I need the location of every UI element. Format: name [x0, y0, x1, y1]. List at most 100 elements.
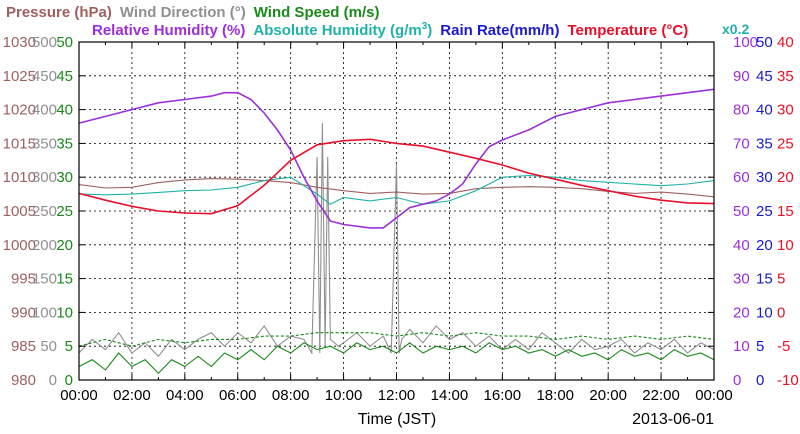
y-tick-label-wind-speed: 15	[56, 271, 73, 288]
y-tick-label-wind-direction: 100	[32, 304, 57, 321]
axes: 1030102510201015101010051000995990985980…	[3, 34, 799, 404]
y-tick-label-wind-direction: 400	[32, 102, 57, 119]
y-tick-label-wind-speed: 0	[65, 372, 73, 389]
x-tick-label: 06:00	[219, 387, 257, 404]
y-tick-label-temperature: 5	[777, 271, 785, 288]
legend-item: Rain Rate(mm/h)	[440, 22, 559, 39]
y-tick-label-relative-humidity: 60	[733, 169, 750, 186]
series-wind-direction	[78, 123, 715, 358]
y-tick-label-wind-direction: 0	[49, 372, 57, 389]
y-tick-label-wind-direction: 350	[32, 135, 57, 152]
y-tick-label-relative-humidity: 0	[733, 372, 741, 389]
y-tick-label-pressure: 980	[11, 372, 36, 389]
y-tick-label-wind-speed: 10	[56, 304, 73, 321]
x-tick-label: 20:00	[589, 387, 627, 404]
legend-item-tail: )	[427, 22, 432, 39]
y-tick-label-relative-humidity: 100	[733, 34, 758, 51]
x-tick-label: 16:00	[484, 387, 522, 404]
y-tick-label-pressure: 1015	[3, 135, 36, 152]
series-wind-speed-m-s	[78, 342, 715, 374]
x-tick-label: 04:00	[166, 387, 204, 404]
y-tick-label-relative-humidity: 50	[733, 203, 750, 220]
y-tick-label-wind-speed: 20	[56, 237, 73, 254]
y-tick-label-wind-speed: 30	[56, 169, 73, 186]
y-tick-label-pressure: 1010	[3, 169, 36, 186]
y-tick-label-temperature: 30	[777, 102, 794, 119]
y-tick-label-pressure: 1020	[3, 102, 36, 119]
y-tick-label-pressure: 1030	[3, 34, 36, 51]
y-tick-label-wind-speed: 50	[56, 34, 73, 51]
y-tick-label-temperature: 20	[777, 169, 794, 186]
x-tick-label: 18:00	[536, 387, 574, 404]
x-tick-label: 02:00	[113, 387, 151, 404]
y-tick-label-rain-rate: 15	[756, 271, 773, 288]
x-tick-label: 08:00	[272, 387, 310, 404]
legend-row-1: Pressure (hPa) Wind Direction (°) Wind Spe…	[6, 4, 379, 21]
y-tick-label-rain-rate: 35	[756, 135, 773, 152]
x-tick-label: 00:00	[695, 387, 733, 404]
y-tick-label-pressure: 1005	[3, 203, 36, 220]
chart-footer: Time (JST) 2013-06-01	[358, 411, 714, 428]
scale-note: x0.2	[722, 21, 749, 37]
y-tick-label-pressure: 1025	[3, 68, 36, 85]
series-relative-humidity	[78, 88, 715, 229]
legend-item: Wind Speed (m/s)	[254, 4, 380, 21]
x-axis-label: Time (JST)	[358, 411, 437, 428]
y-tick-label-temperature: 10	[777, 237, 794, 254]
y-tick-label-relative-humidity: 90	[733, 68, 750, 85]
y-tick-label-wind-direction: 250	[32, 203, 57, 220]
series-temperature-c	[78, 138, 715, 215]
y-tick-label-wind-direction: 450	[32, 68, 57, 85]
y-tick-label-wind-speed: 35	[56, 135, 73, 152]
y-tick-label-rain-rate: 50	[756, 34, 773, 51]
x-tick-label: 00:00	[60, 387, 98, 404]
y-tick-label-rain-rate: 40	[756, 102, 773, 119]
y-tick-label-wind-speed: 40	[56, 102, 73, 119]
y-tick-label-temperature: -10	[777, 372, 799, 389]
x-tick-label: 14:00	[431, 387, 469, 404]
x-tick-label: 22:00	[642, 387, 680, 404]
date-label: 2013-06-01	[632, 411, 714, 428]
y-tick-label-wind-speed: 5	[65, 338, 73, 355]
y-tick-label-wind-speed: 25	[56, 203, 73, 220]
y-tick-label-temperature: 25	[777, 135, 794, 152]
y-tick-label-pressure: 990	[11, 304, 36, 321]
plot-area	[78, 42, 715, 381]
y-tick-label-pressure: 995	[11, 271, 36, 288]
y-tick-label-rain-rate: 30	[756, 169, 773, 186]
legend-item: Temperature (°C)	[567, 22, 688, 39]
series-wind-speed-gust-m-s	[78, 332, 715, 347]
y-tick-label-rain-rate: 45	[756, 68, 773, 85]
y-tick-label-relative-humidity: 20	[733, 304, 750, 321]
y-tick-label-pressure: 1000	[3, 237, 36, 254]
y-tick-label-temperature: 40	[777, 34, 794, 51]
y-tick-label-wind-direction: 150	[32, 271, 57, 288]
y-tick-label-relative-humidity: 40	[733, 237, 750, 254]
y-tick-label-rain-rate: 25	[756, 203, 773, 220]
y-tick-label-relative-humidity: 30	[733, 271, 750, 288]
y-tick-label-relative-humidity: 70	[733, 135, 750, 152]
legend-item: Pressure (hPa)	[6, 4, 112, 21]
x-tick-label: 10:00	[325, 387, 363, 404]
legend-item: Absolute Humidity (g/m	[253, 22, 421, 39]
y-tick-label-temperature: 0	[777, 304, 785, 321]
y-tick-label-wind-direction: 200	[32, 237, 57, 254]
y-tick-label-wind-direction: 50	[40, 338, 57, 355]
y-tick-label-temperature: 15	[777, 203, 794, 220]
y-tick-label-temperature: 35	[777, 68, 794, 85]
y-tick-label-rain-rate: 0	[756, 372, 764, 389]
y-tick-label-rain-rate: 10	[756, 304, 773, 321]
legend-item: Relative Humidity (%)	[92, 22, 245, 39]
y-tick-label-relative-humidity: 80	[733, 102, 750, 119]
y-tick-label-pressure: 985	[11, 338, 36, 355]
legend-row-2: Relative Humidity (%) Absolute Humidity (…	[92, 21, 688, 39]
legend-superscript: 3	[422, 21, 428, 32]
y-tick-label-wind-direction: 300	[32, 169, 57, 186]
chart-header: Pressure (hPa) Wind Direction (°) Wind Spe…	[6, 4, 749, 39]
legend-item: Wind Direction (°)	[120, 4, 246, 21]
y-tick-label-wind-direction: 500	[32, 34, 57, 51]
y-tick-label-rain-rate: 20	[756, 237, 773, 254]
x-tick-label: 12:00	[378, 387, 416, 404]
y-tick-label-relative-humidity: 10	[733, 338, 750, 355]
